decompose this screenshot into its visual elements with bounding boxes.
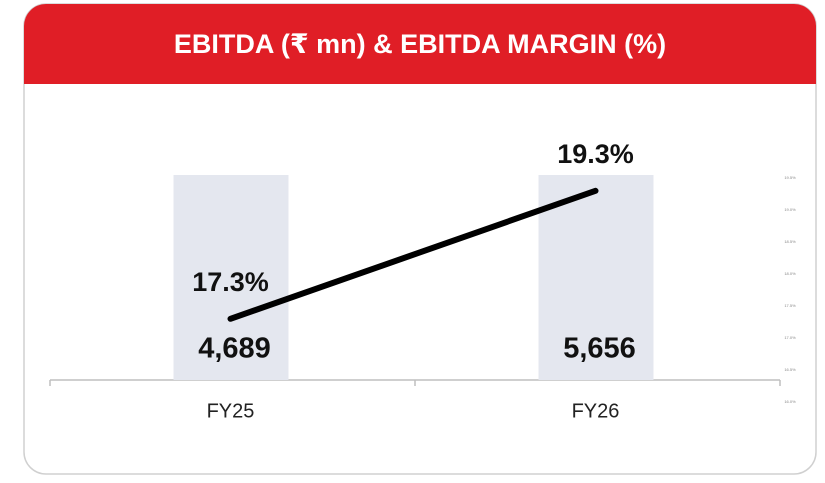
x-tick-label: FY25 bbox=[207, 400, 255, 422]
bar bbox=[538, 175, 654, 380]
y2-tick-label: 16.0% bbox=[784, 399, 796, 404]
bars bbox=[173, 175, 654, 380]
bar-value-label: 4,689 bbox=[198, 333, 271, 365]
line-value-label: 17.3% bbox=[192, 267, 269, 297]
y2-tick-label: 19.0% bbox=[784, 207, 796, 212]
x-tick-label: FY26 bbox=[572, 400, 620, 422]
margin-line bbox=[227, 187, 599, 322]
bar-value-label: 5,656 bbox=[563, 333, 636, 365]
line-value-label: 19.3% bbox=[557, 139, 634, 169]
y2-tick-label: 17.0% bbox=[784, 335, 796, 340]
header bbox=[24, 4, 816, 84]
y2-tick-label: 18.0% bbox=[784, 271, 796, 276]
bar bbox=[173, 175, 289, 380]
y2-tick-label: 17.5% bbox=[784, 303, 796, 308]
y2-tick-label: 16.5% bbox=[784, 367, 796, 372]
y2-tick-label: 19.5% bbox=[784, 175, 796, 180]
y2-tick-label: 18.5% bbox=[784, 239, 796, 244]
chart-title: EBITDA (₹ mn) & EBITDA MARGIN (%) bbox=[174, 29, 666, 59]
